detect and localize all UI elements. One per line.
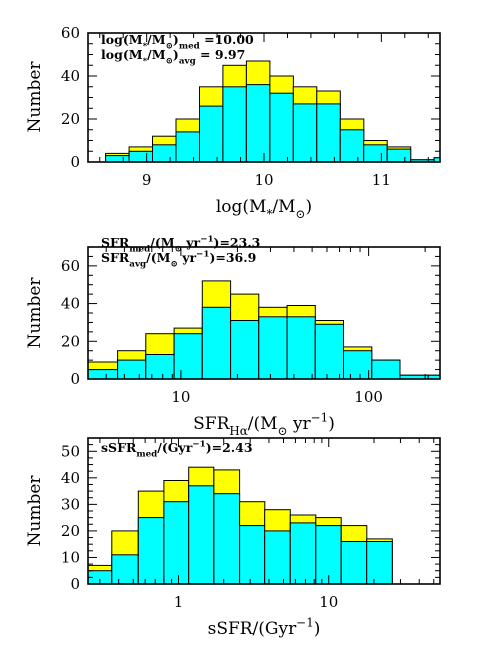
y-tick-label: 20 [61, 110, 80, 128]
x-axis-label: sSFR/(Gyr−1​) [208, 615, 321, 639]
bars-1 [105, 60, 440, 162]
x-tick-label: 9 [142, 171, 152, 189]
panel-1: 0 20 40 60 9 10 11 Number log(M*​/M⊙​) log(M*​/M⊙… [25, 24, 441, 221]
bar-subset [117, 359, 147, 379]
y-tick-label: 40 [61, 67, 80, 85]
y-tick-label: 20 [61, 332, 80, 350]
bar-subset [105, 155, 130, 162]
bar-subset [199, 105, 224, 162]
bar-subset [316, 103, 341, 162]
bar-subset [371, 359, 401, 379]
x-tick-label: 10 [254, 171, 273, 189]
y-tick-label: 0 [70, 370, 80, 388]
bar-subset [343, 350, 373, 379]
bar-subset [88, 369, 119, 379]
bar-subset [111, 554, 139, 584]
bar-subset [188, 485, 215, 584]
bar-subset [213, 493, 241, 584]
bar-subset [269, 92, 294, 162]
bar-subset [137, 517, 165, 584]
bar-subset [314, 323, 344, 379]
x-tick-label: 10 [171, 388, 190, 406]
y-tick-label: 0 [70, 153, 80, 171]
bar-subset [339, 129, 365, 162]
y-tick-label: 60 [61, 257, 80, 275]
bar-subset [173, 333, 203, 379]
x-tick-label: 1 [174, 593, 184, 611]
bar-subset [292, 103, 318, 162]
y-tick-label: 20 [61, 522, 80, 540]
bar-subset [145, 354, 175, 379]
bar-subset [175, 131, 200, 162]
bar-subset [363, 144, 388, 162]
panel-3: 0 10 20 30 40 50 1 10 Number sSFR/(Gyr−1​) sSFRmed… [25, 437, 441, 639]
bar-subset [386, 148, 412, 162]
y-tick-label: 40 [61, 469, 80, 487]
bar-subset [264, 530, 291, 584]
bar-subset [239, 525, 266, 584]
y-axis-label: Number [25, 277, 45, 349]
bar-subset [286, 316, 316, 379]
annotation: sSFRmed​/(Gyr−1​)=2.43 [101, 439, 253, 459]
panel-2: 0 20 40 60 10 100 Number SFRHα​/(M⊙​ yr−1​) SFRm… [25, 234, 441, 438]
bar-subset [152, 144, 177, 162]
y-tick-label: 10 [61, 548, 80, 566]
bars-2 [88, 280, 440, 379]
bar-subset [289, 522, 317, 584]
annotation: log(M*​/M⊙​)avg​ = 9.97 [101, 47, 245, 66]
bar-subset [245, 84, 271, 162]
bar-subset [201, 306, 232, 379]
bar-subset [340, 541, 368, 584]
annotation: log(M*​/M⊙​)med​ =10.00 [101, 32, 254, 51]
y-axis-label: Number [25, 475, 45, 547]
x-axis-label: log(M*​/M⊙​) [216, 197, 312, 221]
bar-subset [258, 316, 288, 379]
y-tick-label: 40 [61, 295, 80, 313]
bar-subset [163, 501, 190, 584]
bar-subset [128, 150, 154, 162]
y-tick-label: 0 [70, 575, 80, 593]
bars-3 [88, 466, 393, 584]
annotation: SFRavg​/(M⊙​ yr−1​)=36.9 [101, 249, 256, 269]
x-tick-label: 100 [354, 388, 383, 406]
y-axis-label: Number [25, 61, 45, 133]
x-tick-label: 11 [372, 171, 391, 189]
bar-subset [366, 541, 393, 584]
y-tick-label: 60 [61, 24, 80, 42]
bar-subset [230, 320, 260, 379]
y-tick-label: 30 [61, 495, 80, 513]
bar-subset [222, 86, 247, 162]
y-tick-label: 50 [61, 442, 80, 460]
x-tick-label: 10 [319, 593, 338, 611]
annotation: SFRmed​/(M⊙​ yr−1​)=23.3 [101, 234, 260, 254]
bar-subset [315, 525, 342, 584]
x-axis-label: SFRHα​/(M⊙​ yr−1​) [193, 410, 335, 438]
